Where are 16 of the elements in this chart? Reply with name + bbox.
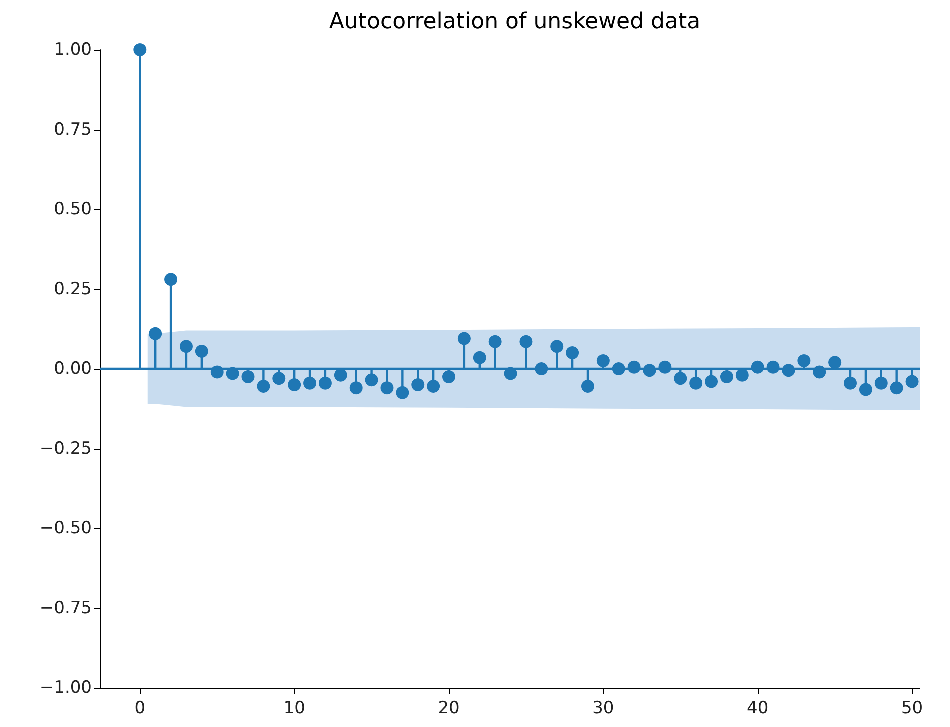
x-tick-label: 50 [901, 698, 924, 718]
y-tick-label: 0.50 [54, 200, 92, 220]
x-tick-label: 40 [747, 698, 769, 718]
y-tick-label: 1.00 [54, 40, 92, 60]
y-tick-label: −0.50 [40, 518, 92, 538]
y-tick-label: 0.75 [54, 120, 92, 140]
x-tick-label: 10 [284, 698, 306, 718]
y-tick-label: −1.00 [40, 678, 92, 698]
chart-title: Autocorrelation of unskewed data [329, 10, 701, 34]
x-tick-label: 30 [592, 698, 614, 718]
x-tick-label: 20 [438, 698, 460, 718]
y-tick-label: 0.00 [54, 359, 92, 379]
y-tick-label: −0.25 [40, 438, 92, 459]
y-tick-label: 0.25 [54, 279, 92, 300]
y-tick-label: −0.75 [40, 598, 92, 618]
x-tick-label: 0 [134, 698, 146, 718]
